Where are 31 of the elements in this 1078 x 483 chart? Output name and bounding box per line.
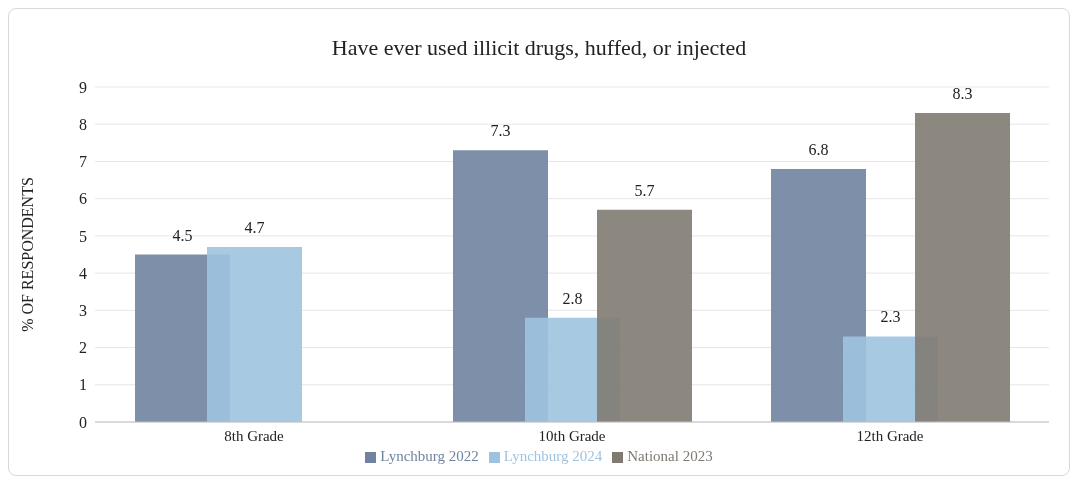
data-label: 2.8	[562, 289, 583, 307]
data-label: 5.7	[634, 181, 655, 199]
bar	[453, 150, 548, 422]
bar	[915, 113, 1010, 422]
data-label: 7.3	[490, 122, 511, 140]
bar	[597, 209, 692, 422]
data-label: 2.3	[880, 308, 901, 326]
y-tick-label: 7	[79, 153, 87, 171]
x-tick-label: 10th Grade	[538, 427, 606, 444]
y-tick-label: 8	[79, 115, 87, 133]
legend-label: National 2023	[627, 448, 713, 464]
legend-label: Lynchburg 2022	[380, 448, 479, 464]
y-tick-label: 3	[79, 302, 87, 320]
chart-title: Have ever used illicit drugs, huffed, or injected	[330, 35, 748, 62]
data-label: 8.3	[952, 85, 973, 103]
y-tick-label: 1	[79, 376, 87, 394]
y-axis-title: % OF RESPONDENTS	[18, 177, 36, 332]
bar	[207, 247, 302, 422]
y-tick-label: 5	[79, 227, 87, 245]
y-tick-label: 9	[79, 78, 87, 96]
y-tick-label: 0	[79, 413, 87, 431]
bar	[771, 168, 866, 422]
data-label: 4.5	[172, 226, 193, 244]
legend-label: Lynchburg 2024	[503, 448, 603, 464]
y-tick-label: 4	[79, 264, 87, 282]
x-tick-label: 8th Grade	[224, 427, 285, 444]
data-label: 6.8	[808, 140, 829, 158]
y-tick-label: 6	[79, 190, 87, 208]
x-tick-label: 12th Grade	[856, 427, 924, 444]
data-label: 4.7	[244, 219, 265, 237]
y-tick-label: 2	[79, 339, 87, 357]
